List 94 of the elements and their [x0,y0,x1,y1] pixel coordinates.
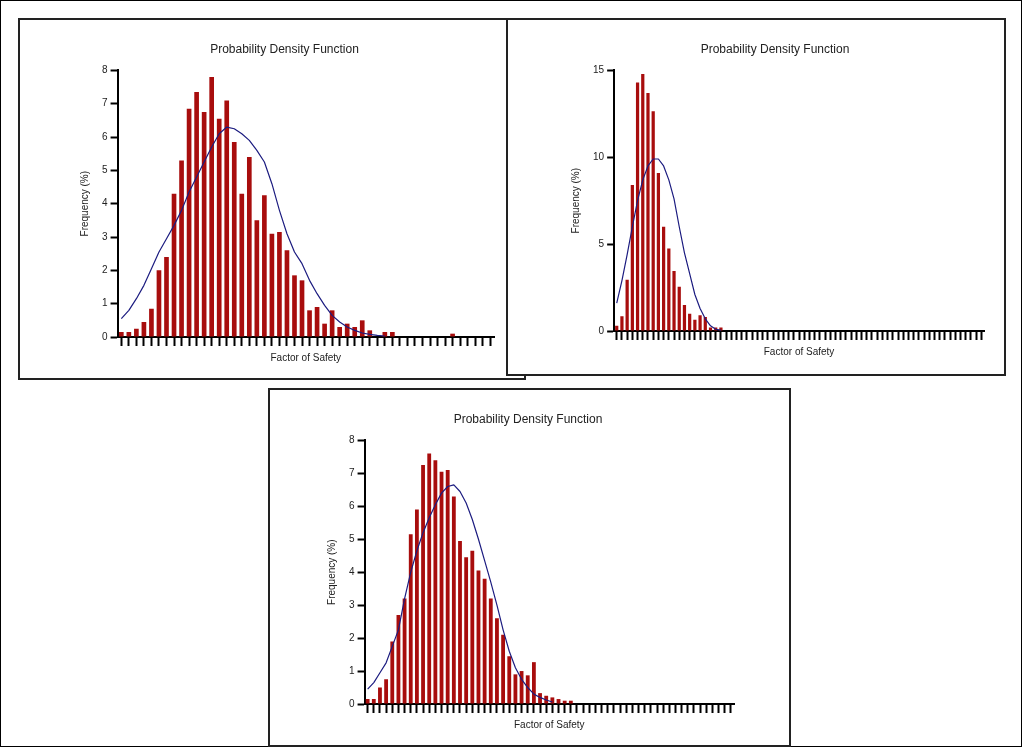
x-axis-title: Factor of Safety [513,718,585,730]
bar [390,641,395,704]
chart-title: Probability Density Function [210,41,359,56]
y-tick-label: 10 [593,151,605,163]
bar [531,662,536,704]
bar [488,598,493,704]
bar [641,73,645,331]
y-tick-label: 4 [102,197,108,209]
chart-title: Probability Density Function [453,411,603,426]
bar [126,332,132,337]
bar [149,308,154,337]
y-tick-label: 5 [102,164,108,176]
bar [464,557,469,704]
bar [239,193,245,337]
bar [635,82,640,331]
bar [134,328,139,337]
bar [495,618,499,704]
bar [365,699,370,704]
bar [322,323,327,337]
bar [179,160,184,337]
bar [292,275,297,337]
y-tick-label: 5 [349,533,355,544]
bar [646,92,650,331]
bar [337,327,342,337]
bar [620,316,624,331]
bar [651,111,655,331]
bar [698,315,702,331]
bar [682,304,687,331]
y-tick-label: 5 [598,237,605,249]
bar [451,496,456,704]
y-tick-label: 8 [102,64,108,76]
bar [501,634,506,704]
bar [231,142,237,337]
bar [414,509,419,704]
bar [656,172,661,331]
y-tick-label: 1 [102,297,108,309]
bar [246,157,252,337]
bar [470,550,475,704]
bar [371,699,376,704]
bar [209,77,215,337]
y-tick-label: 8 [349,434,355,446]
bar [307,310,312,337]
bar [458,540,462,704]
y-tick-label: 0 [598,324,605,336]
y-tick-label: 3 [349,598,355,610]
bar [194,92,199,337]
bar [525,675,530,704]
bar [277,232,282,337]
x-axis-title: Factor of Safety [270,351,342,363]
bar [482,578,487,704]
bar [677,286,681,331]
bar [615,325,619,331]
bar [562,700,567,704]
y-tick-label: 0 [349,697,355,709]
bar [672,271,676,331]
bar [421,465,425,704]
bar [164,257,169,337]
bar [445,470,450,704]
y-tick-label: 6 [349,500,355,512]
bar [262,195,267,337]
y-tick-label: 7 [349,467,355,479]
bar [693,319,697,331]
y-tick-label: 0 [102,330,108,342]
bar [224,100,230,337]
y-tick-label: 6 [102,130,108,142]
y-axis-title: Frequency (%) [78,170,90,237]
chart-title: Probability Density Function [700,41,850,56]
y-tick-label: 15 [593,64,605,76]
y-tick-label: 2 [102,264,108,276]
bar [378,687,382,704]
y-axis-title: Frequency (%) [569,167,581,234]
bar [450,333,455,337]
y-tick-label: 7 [102,97,108,109]
bar [708,327,713,331]
bar [688,313,692,331]
bar [359,320,365,337]
bar [568,700,573,704]
y-tick-label: 3 [102,230,108,242]
y-axis-title: Frequency (%) [325,539,337,605]
bar [625,279,629,331]
bar [427,453,432,704]
bar [216,118,222,337]
y-tick-label: 1 [349,664,355,676]
bar [507,656,512,704]
x-axis-title: Factor of Safety [763,345,835,357]
bar [667,248,671,331]
bar [433,460,438,704]
bar [118,332,124,337]
y-tick-label: 2 [349,631,355,643]
y-tick-label: 4 [349,565,355,577]
bar [408,534,413,704]
bar [384,679,389,704]
bar [662,226,666,331]
bar [390,332,395,337]
